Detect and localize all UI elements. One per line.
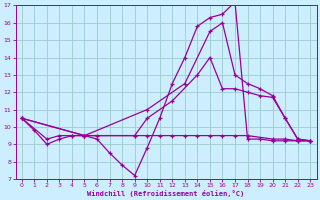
X-axis label: Windchill (Refroidissement éolien,°C): Windchill (Refroidissement éolien,°C) <box>87 190 245 197</box>
